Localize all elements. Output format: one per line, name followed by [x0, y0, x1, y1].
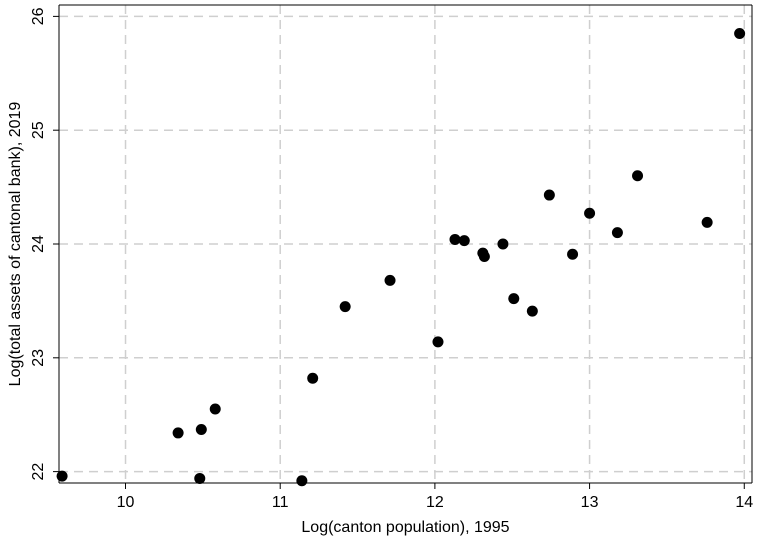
x-tick-label-3: 13	[581, 494, 599, 511]
data-point-17	[543, 189, 555, 201]
data-point-5	[296, 475, 308, 487]
x-tick-label-4: 14	[735, 494, 753, 511]
data-point-10	[449, 233, 461, 245]
data-point-16	[526, 305, 538, 317]
data-point-14	[497, 238, 509, 250]
data-point-15	[508, 293, 520, 305]
x-tick-label-1: 11	[272, 494, 289, 511]
data-point-22	[701, 216, 713, 228]
y-axis-ticks: 22 23 24 25 26	[30, 7, 59, 481]
data-point-2	[195, 424, 207, 436]
data-point-3	[194, 472, 206, 484]
data-point-0	[56, 470, 68, 482]
data-point-18	[567, 248, 579, 260]
data-points	[56, 27, 746, 487]
data-point-4	[209, 403, 221, 415]
y-tick-label-2: 24	[30, 235, 47, 253]
x-tick-label-0: 10	[117, 494, 135, 511]
grid	[59, 5, 752, 483]
data-point-1	[172, 427, 184, 439]
y-tick-label-3: 25	[30, 121, 47, 139]
data-point-21	[632, 170, 644, 182]
x-axis-label: Log(canton population), 1995	[301, 519, 509, 536]
y-tick-label-4: 26	[30, 7, 47, 25]
data-point-7	[339, 301, 351, 313]
data-point-13	[478, 251, 490, 263]
data-point-9	[432, 336, 444, 348]
data-point-20	[611, 227, 623, 239]
data-point-19	[584, 207, 596, 219]
y-tick-label-1: 23	[30, 349, 47, 367]
data-point-11	[458, 235, 470, 247]
y-axis-label: Log(total assets of cantonal bank), 2019	[7, 102, 24, 387]
data-point-8	[384, 274, 396, 286]
x-axis-ticks: 10 11 12 13 14	[117, 483, 753, 511]
y-tick-label-0: 22	[30, 463, 47, 481]
data-point-6	[307, 372, 319, 384]
x-tick-label-2: 12	[426, 494, 444, 511]
data-point-23	[734, 27, 746, 39]
